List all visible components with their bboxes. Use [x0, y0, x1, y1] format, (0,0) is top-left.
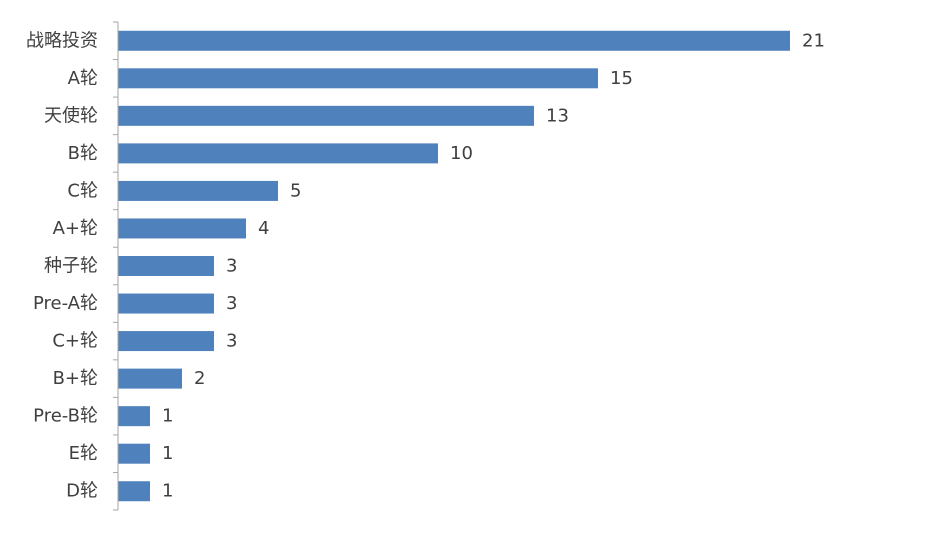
- bar-4: [118, 180, 278, 201]
- bar-0: [118, 30, 790, 51]
- bar-11: [118, 443, 150, 464]
- category-label-6: 种子轮: [44, 256, 98, 277]
- bars-group: [118, 30, 790, 502]
- value-label-9: 2: [194, 368, 205, 389]
- category-label-2: 天使轮: [44, 105, 98, 126]
- value-label-8: 3: [226, 331, 237, 352]
- category-label-5: A+轮: [53, 218, 98, 239]
- bar-5: [118, 218, 246, 239]
- bar-2: [118, 105, 534, 126]
- category-label-10: Pre-B轮: [33, 406, 98, 427]
- value-label-2: 13: [546, 105, 569, 126]
- y-axis: [113, 21, 119, 511]
- value-label-7: 3: [226, 293, 237, 314]
- value-label-11: 1: [162, 443, 173, 464]
- bar-1: [118, 68, 598, 89]
- category-label-4: C轮: [67, 180, 98, 201]
- category-label-8: C+轮: [52, 331, 98, 352]
- bar-12: [118, 481, 150, 502]
- category-label-3: B轮: [68, 143, 98, 164]
- bar-8: [118, 331, 214, 352]
- bar-3: [118, 143, 438, 164]
- value-label-5: 4: [258, 218, 269, 239]
- value-label-0: 21: [802, 30, 825, 51]
- value-label-1: 15: [610, 68, 633, 89]
- category-label-0: 战略投资: [26, 30, 98, 51]
- bar-6: [118, 256, 214, 276]
- bar-9: [118, 368, 182, 389]
- value-label-10: 1: [162, 406, 173, 427]
- value-label-4: 5: [290, 180, 301, 201]
- category-label-1: A轮: [68, 68, 98, 89]
- value-label-3: 10: [450, 143, 473, 164]
- bar-10: [118, 406, 150, 427]
- category-label-7: Pre-A轮: [33, 293, 98, 314]
- bar-7: [118, 293, 214, 314]
- value-label-12: 1: [162, 481, 173, 502]
- category-label-9: B+轮: [53, 368, 98, 389]
- category-label-12: D轮: [66, 481, 98, 502]
- value-label-6: 3: [226, 256, 237, 277]
- category-label-11: E轮: [69, 443, 98, 464]
